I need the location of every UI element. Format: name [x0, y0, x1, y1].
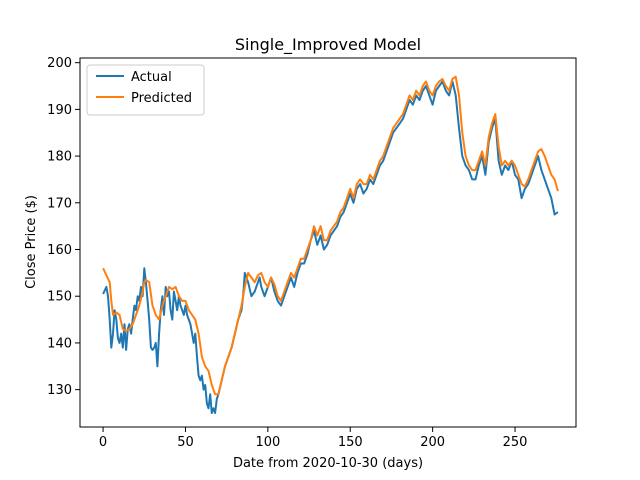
- y-tick-label: 140: [47, 336, 72, 351]
- x-axis-label: Date from 2020-10-30 (days): [233, 456, 423, 471]
- x-tick-label: 250: [503, 435, 528, 450]
- y-tick-label: 200: [47, 56, 72, 71]
- axes-frame: [79, 57, 577, 428]
- x-tick-label: 150: [338, 435, 363, 450]
- series-line-predicted: [102, 75, 559, 396]
- x-tick-label: 50: [177, 435, 194, 450]
- y-tick-label: 160: [47, 243, 72, 258]
- x-tick-label: 100: [255, 435, 280, 450]
- y-tick-label: 190: [47, 103, 72, 118]
- legend-box: [86, 64, 205, 116]
- chart-title: Single_Improved Model: [235, 35, 421, 55]
- x-tick-label: 200: [420, 435, 445, 450]
- legend: Actual Predicted: [86, 64, 205, 116]
- y-tick-label: 150: [47, 290, 72, 305]
- y-tick-label: 130: [47, 383, 72, 398]
- x-tick-label: 0: [99, 435, 107, 450]
- series-layer: [102, 75, 559, 414]
- y-axis-label: Close Price ($): [24, 195, 39, 289]
- y-tick-label: 180: [47, 150, 72, 165]
- legend-label-predicted: Predicted: [131, 91, 192, 106]
- legend-label-actual: Actual: [131, 70, 172, 85]
- x-axis-ticks: 0 50 100 150 200 250: [99, 427, 528, 450]
- y-tick-label: 170: [47, 196, 72, 211]
- y-axis-ticks: 130 140 150 160 170 180 190 200: [47, 56, 80, 398]
